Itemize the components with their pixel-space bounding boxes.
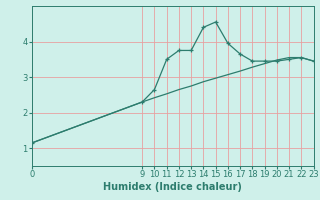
X-axis label: Humidex (Indice chaleur): Humidex (Indice chaleur) bbox=[103, 182, 242, 192]
